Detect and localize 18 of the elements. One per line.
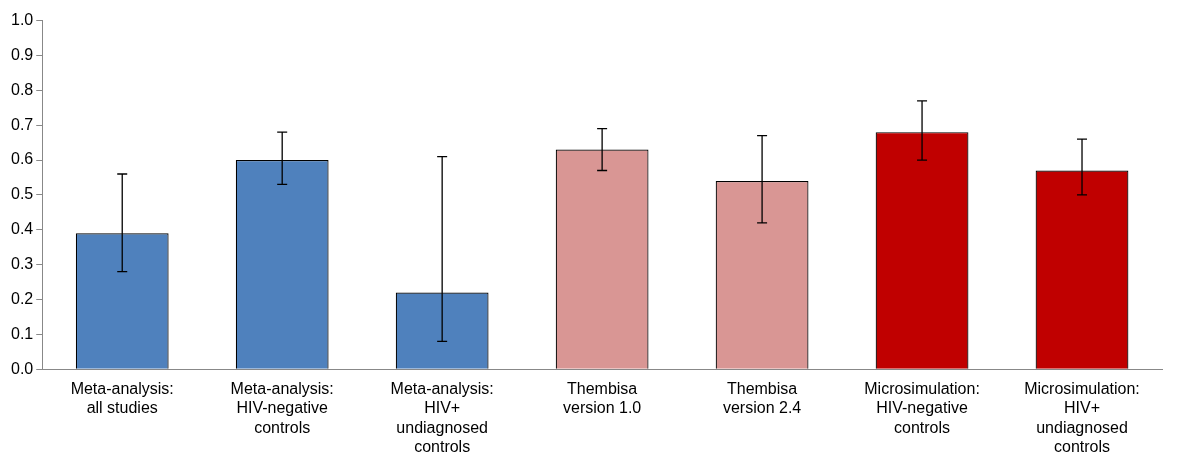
y-tick-label: 0.4	[10, 220, 34, 238]
x-tick-label: Meta-analysis: all studies	[70, 380, 174, 417]
y-tick-label: 0.9	[10, 45, 34, 63]
y-tick-label: 0.8	[10, 80, 34, 98]
y-tick-label: 0.1	[10, 324, 34, 342]
y-tick-label: 0.6	[10, 150, 34, 168]
x-tick-label: Microsimulation: HIV-negative controls	[864, 380, 980, 436]
y-tick-label: 1.0	[10, 11, 34, 29]
x-tick-label: Thembisa version 1.0	[562, 380, 642, 417]
y-tick-label: 0.2	[10, 289, 34, 307]
x-tick-label: Thembisa version 2.4	[722, 380, 802, 417]
x-tick-label: Meta-analysis: HIV-negative controls	[230, 380, 334, 436]
x-tick-label: Microsimulation: HIV+ undiagnosed controls	[1024, 380, 1140, 455]
y-tick-label: 0.3	[10, 255, 34, 273]
y-tick-label: 0.7	[10, 115, 34, 133]
x-tick-label: Meta-analysis: HIV+ undiagnosed controls	[390, 380, 494, 455]
y-tick-label: 0.5	[10, 185, 34, 203]
y-tick-label: 0.0	[10, 359, 34, 377]
